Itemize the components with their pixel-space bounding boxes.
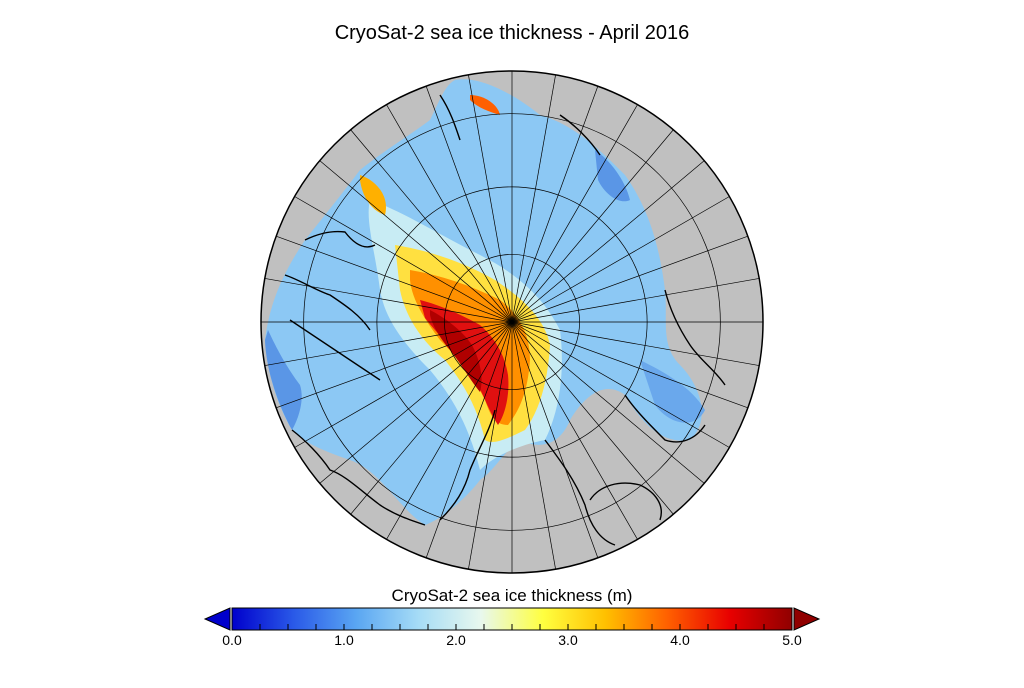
thick-ice-edge: [360, 175, 386, 215]
map-boundary: [260, 70, 764, 574]
colorbar-tick-label: 4.0: [670, 632, 690, 648]
meridian-line: [350, 321, 513, 515]
meridian-line: [511, 235, 748, 323]
meridian-line: [511, 196, 730, 323]
meridian-line: [511, 321, 730, 448]
thickest-ice-region: [430, 310, 482, 392]
meridian-line: [294, 196, 513, 323]
latitude-circle: [376, 186, 648, 458]
meridian-line: [511, 321, 674, 515]
meridian-line: [264, 278, 513, 323]
meridian-line: [350, 129, 513, 323]
meridian-line: [511, 104, 638, 323]
meridian-line: [511, 321, 556, 570]
meridian-line: [276, 235, 513, 323]
meridian-line: [386, 104, 513, 323]
meridian-line: [511, 321, 599, 558]
meridian-line: [468, 74, 513, 323]
meridian-line: [511, 321, 638, 540]
meridian-line: [425, 86, 513, 323]
meridian-line: [386, 321, 513, 540]
map-title: CryoSat-2 sea ice thickness - April 2016: [334, 22, 690, 44]
colorbar-tick-label: 3.0: [558, 632, 578, 648]
thin-ice-patch: [265, 330, 302, 430]
coastline: [284, 94, 726, 546]
meridian-line: [511, 129, 674, 323]
thick-ice-edge: [470, 95, 500, 115]
colorbar-tick-label: 1.0: [334, 632, 354, 648]
meridian-line: [319, 321, 513, 484]
latitude-circle: [444, 254, 580, 390]
meridian-line: [511, 321, 760, 366]
meridian-line: [511, 160, 705, 323]
meridian-line: [511, 321, 748, 409]
meridian-line: [294, 321, 513, 448]
colorbar-tick-label: 2.0: [446, 632, 466, 648]
colorbar-extend-high: [793, 607, 821, 631]
thin-ice-patch: [640, 360, 705, 423]
meridian-line: [511, 278, 760, 323]
colorbar-tick-label: 0.0: [222, 632, 242, 648]
meridian-line: [511, 86, 599, 323]
meridian-line: [511, 74, 556, 323]
meridian-line: [264, 321, 513, 366]
graticule: [261, 71, 763, 573]
meridian-line: [319, 160, 513, 323]
meridian-line: [468, 321, 513, 570]
meridian-line: [511, 321, 705, 484]
colorbar-tick-label: 5.0: [782, 632, 802, 648]
colorbar-label: CryoSat-2 sea ice thickness (m): [391, 586, 633, 605]
latitude-circle: [303, 113, 721, 531]
colorbar-extend-low: [203, 607, 231, 631]
meridian-line: [276, 321, 513, 409]
